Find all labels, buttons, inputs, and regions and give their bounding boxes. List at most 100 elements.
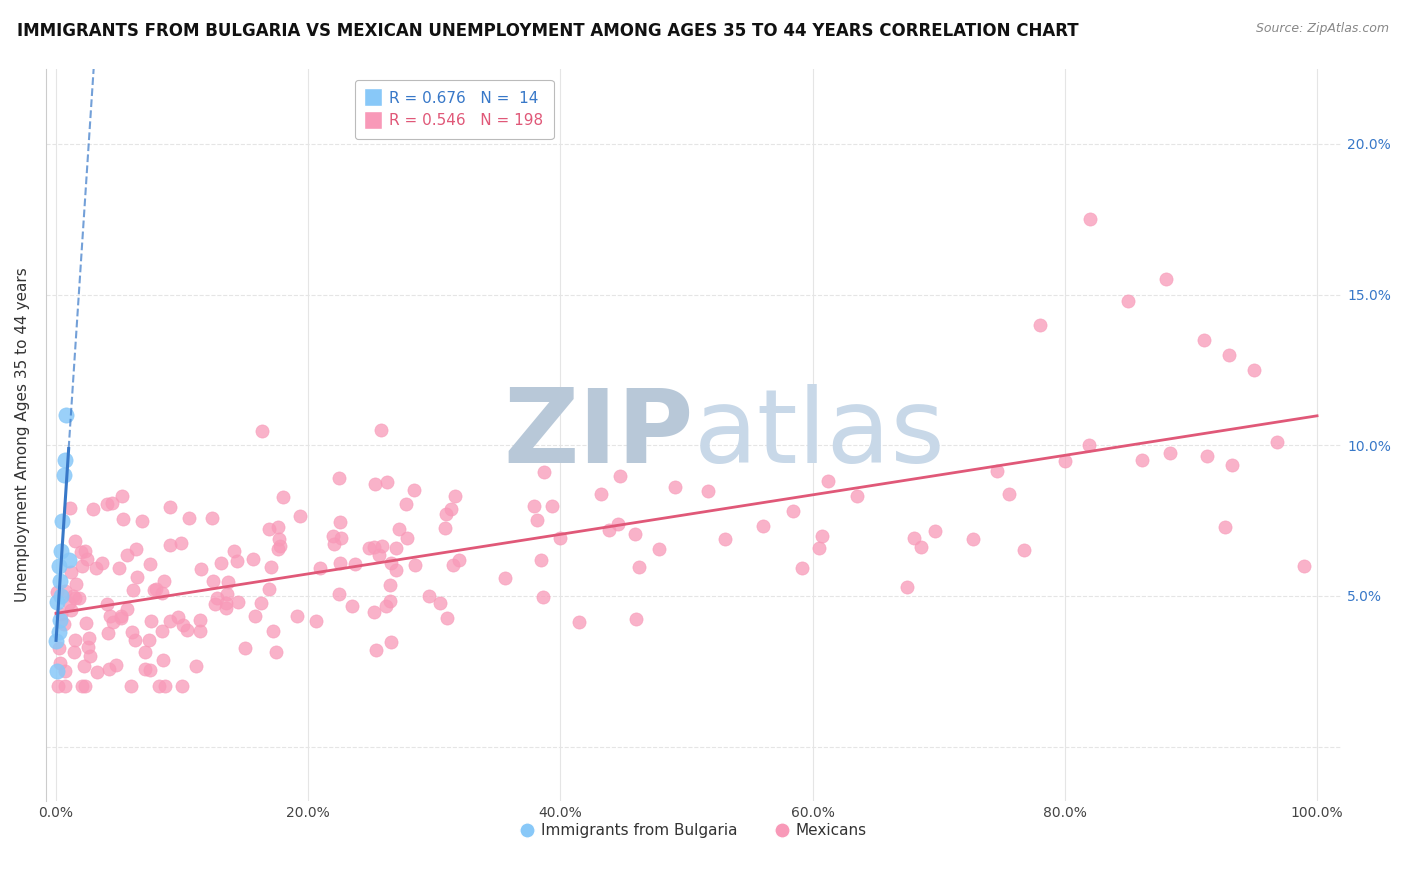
Point [250, 425, 273, 439]
Point [429, 596, 451, 610]
Point [1078, 212, 1101, 227]
Point [418, 589, 440, 603]
Point [1053, 454, 1076, 468]
Point [139, 663, 162, 677]
Point [107, 561, 129, 575]
Point [322, 529, 344, 543]
Point [73, 659, 96, 673]
Point [96, 497, 118, 511]
Point [51, 514, 73, 528]
Point [751, 518, 773, 533]
Point [48, 640, 70, 655]
Point [188, 613, 211, 627]
Point [404, 558, 426, 572]
Point [598, 523, 620, 537]
Point [215, 587, 238, 601]
Point [63, 645, 86, 659]
Point [70, 679, 93, 693]
Point [589, 487, 612, 501]
Point [145, 582, 167, 597]
Point [96, 597, 118, 611]
Point [115, 602, 138, 616]
Point [134, 662, 156, 676]
Point [924, 524, 946, 538]
Point [308, 561, 330, 575]
Point [173, 618, 195, 632]
Point [328, 587, 350, 601]
Point [290, 509, 312, 524]
Point [395, 497, 418, 511]
Point [49, 543, 72, 558]
Point [58, 553, 80, 567]
Point [530, 553, 553, 567]
Point [328, 557, 350, 571]
Point [97, 662, 120, 676]
Point [385, 562, 408, 576]
Point [115, 548, 138, 562]
Point [201, 574, 224, 589]
Point [46, 665, 69, 679]
Text: IMMIGRANTS FROM BULGARIA VS MEXICAN UNEMPLOYMENT AMONG AGES 35 TO 44 YEARS CORRE: IMMIGRANTS FROM BULGARIA VS MEXICAN UNEM… [17, 22, 1078, 40]
Text: Source: ZipAtlas.com: Source: ZipAtlas.com [1256, 22, 1389, 36]
Point [226, 595, 249, 609]
Point [1220, 458, 1243, 473]
Point [447, 553, 470, 567]
Point [997, 486, 1019, 500]
Point [792, 561, 814, 575]
Point [190, 562, 212, 576]
Text: ZIP: ZIP [503, 384, 695, 485]
Point [69, 545, 91, 559]
Point [243, 609, 266, 624]
Point [111, 489, 134, 503]
Point [209, 557, 232, 571]
Y-axis label: Unemployment Among Ages 35 to 44 years: Unemployment Among Ages 35 to 44 years [15, 268, 30, 602]
Point [159, 614, 181, 628]
Point [257, 582, 280, 596]
Point [101, 496, 124, 510]
Point [179, 510, 201, 524]
Point [150, 586, 173, 600]
Point [269, 539, 291, 553]
Point [148, 679, 170, 693]
Point [1192, 333, 1215, 347]
Point [184, 659, 207, 673]
Point [125, 541, 148, 556]
Point [257, 522, 280, 536]
Point [73, 679, 96, 693]
Point [217, 574, 239, 589]
Point [364, 477, 387, 491]
Point [260, 559, 283, 574]
Point [817, 474, 839, 488]
Point [58, 596, 80, 610]
Point [176, 623, 198, 637]
Point [49, 613, 72, 627]
Point [48, 625, 70, 640]
Point [100, 609, 122, 624]
Point [1012, 543, 1035, 558]
Point [436, 611, 458, 625]
Point [371, 539, 394, 553]
Point [101, 615, 124, 629]
Point [139, 558, 162, 572]
Point [49, 574, 72, 588]
Point [375, 475, 398, 489]
Point [205, 591, 228, 606]
Point [378, 594, 401, 608]
Point [65, 577, 87, 591]
Point [910, 541, 932, 555]
Point [49, 589, 72, 603]
Point [153, 574, 176, 588]
Point [49, 607, 72, 621]
Point [97, 626, 120, 640]
Point [63, 591, 86, 605]
Point [808, 541, 831, 555]
Point [262, 624, 284, 638]
Point [134, 645, 156, 659]
Point [607, 517, 630, 532]
Point [285, 608, 308, 623]
Point [53, 617, 76, 632]
Point [141, 614, 163, 628]
Point [138, 632, 160, 647]
Point [627, 560, 650, 574]
Point [233, 641, 256, 656]
